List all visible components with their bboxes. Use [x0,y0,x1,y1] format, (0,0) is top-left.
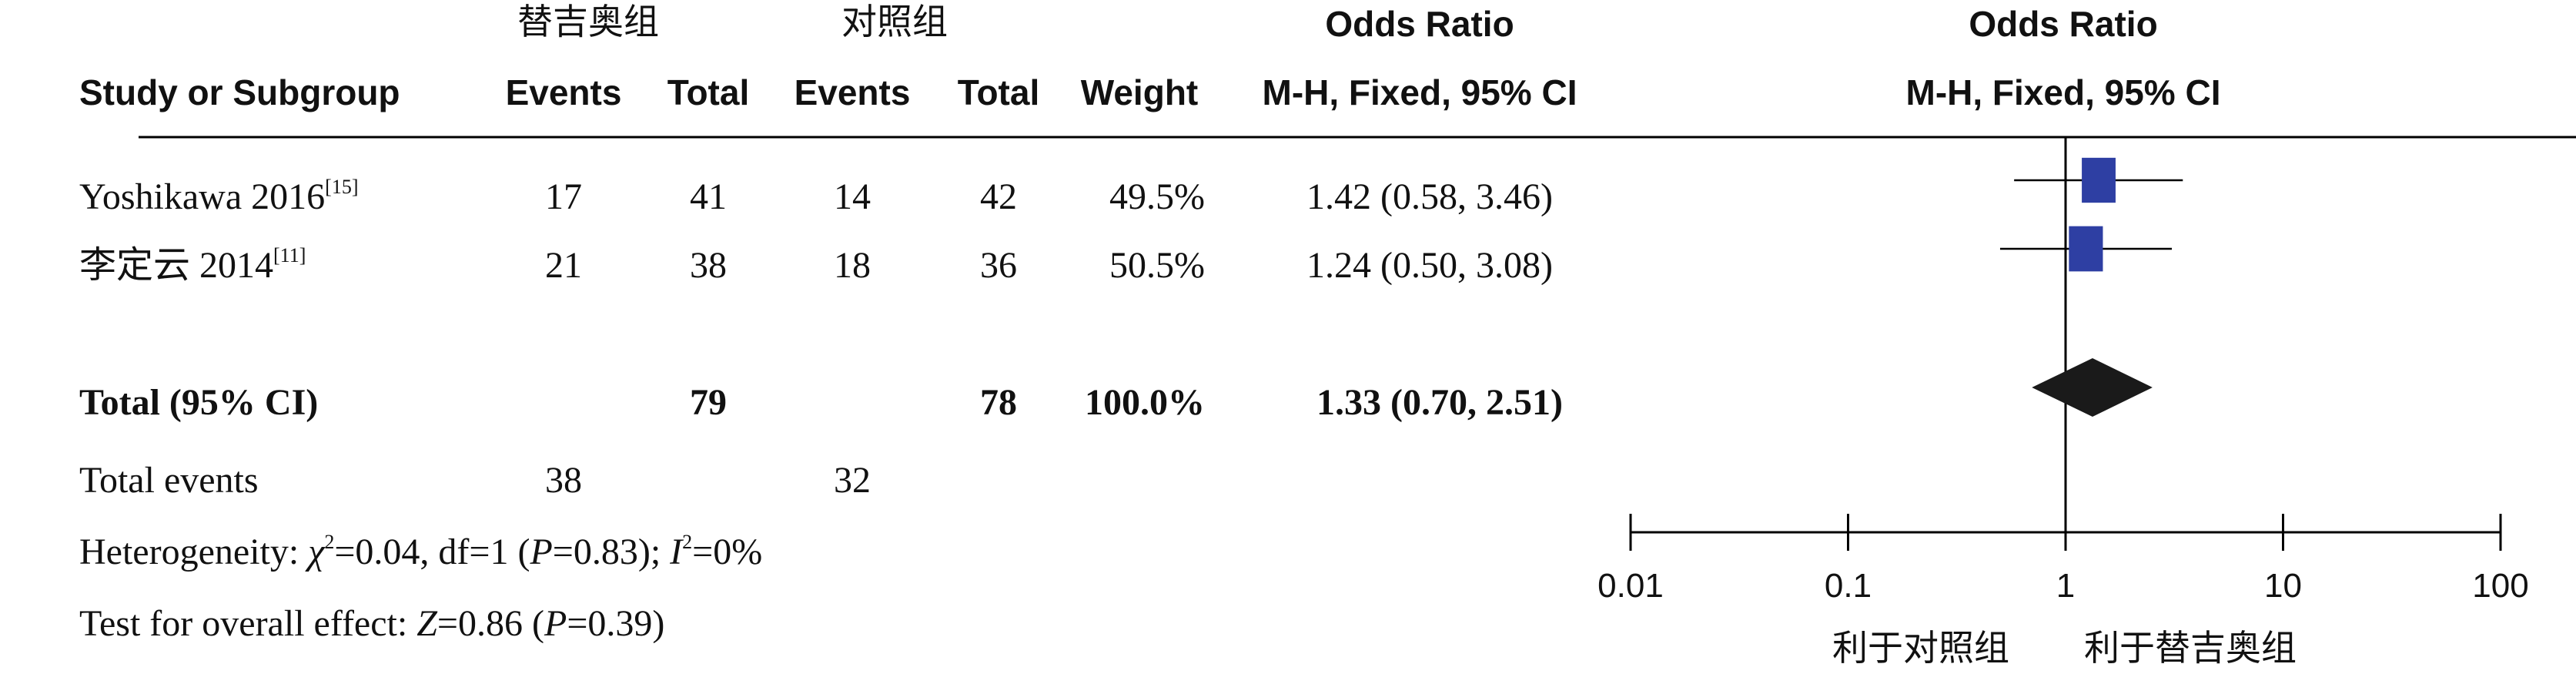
group-header-experimental: 替吉奥组 [517,2,659,42]
x-axis-tick-label: 0.01 [1597,567,1664,605]
events-control: 18 [834,245,871,286]
study-name: Yoshikawa 2016[15] [79,176,359,217]
column-header-method-table: M-H, Fixed, 95% CI [1262,72,1577,112]
total-odds-ratio-ci: 1.33 (0.70, 2.51) [1316,382,1563,423]
events-experimental: 17 [545,176,582,217]
x-axis-tick-label: 100 [2472,567,2528,605]
group-header-control: 对照组 [841,2,948,42]
x-axis-tick-label: 1 [2056,567,2075,605]
column-header-total-exp: Total [667,72,750,112]
pooled-estimate-diamond [2032,358,2153,417]
events-experimental: 21 [545,245,582,286]
odds-ratio-title-table: Odds Ratio [1325,4,1514,44]
study-weight: 50.5% [1109,245,1205,286]
study-odds-ratio-ci: 1.42 (0.58, 3.46) [1306,176,1553,217]
study-weight: 49.5% [1109,176,1205,217]
column-header-total-ctrl: Total [957,72,1040,112]
overall-effect-test: Test for overall effect: Z=0.86 (P=0.39) [79,603,665,644]
study-reference: [15] [325,176,359,198]
study-odds-ratio-ci: 1.24 (0.50, 3.08) [1306,245,1553,286]
total-events-experimental: 38 [545,460,582,501]
heterogeneity-statistics: Heterogeneity: χ2=0.04, df=1 (P=0.83); I… [79,531,763,572]
total-label: Total (95% CI) [79,382,319,423]
total-experimental: 41 [690,176,727,217]
column-header-events-exp: Events [505,72,622,112]
total-control-sum: 78 [980,382,1017,423]
favours-experimental-label: 利于替吉奥组 [2084,628,2297,668]
column-header-events-ctrl: Events [794,72,911,112]
total-control: 36 [980,245,1017,286]
total-experimental-sum: 79 [690,382,727,423]
column-header-weight: Weight [1080,72,1199,112]
total-weight: 100.0% [1085,382,1205,423]
x-axis-tick-label: 0.1 [1825,567,1872,605]
x-axis-tick-label: 10 [2264,567,2302,605]
study-point-estimate [2069,226,2103,272]
study-point-estimate [2082,157,2116,203]
total-events-label: Total events [79,460,259,501]
total-events-control: 32 [834,460,871,501]
odds-ratio-title-plot: Odds Ratio [1969,4,2158,44]
favours-control-label: 利于对照组 [1832,628,2009,668]
column-header-study: Study or Subgroup [79,72,400,112]
events-control: 14 [834,176,871,217]
study-reference: [11] [273,244,306,267]
total-experimental: 38 [690,245,727,286]
study-name: 李定云 2014[11] [79,244,306,286]
column-header-method-plot: M-H, Fixed, 95% CI [1905,72,2221,112]
total-control: 42 [980,176,1017,217]
